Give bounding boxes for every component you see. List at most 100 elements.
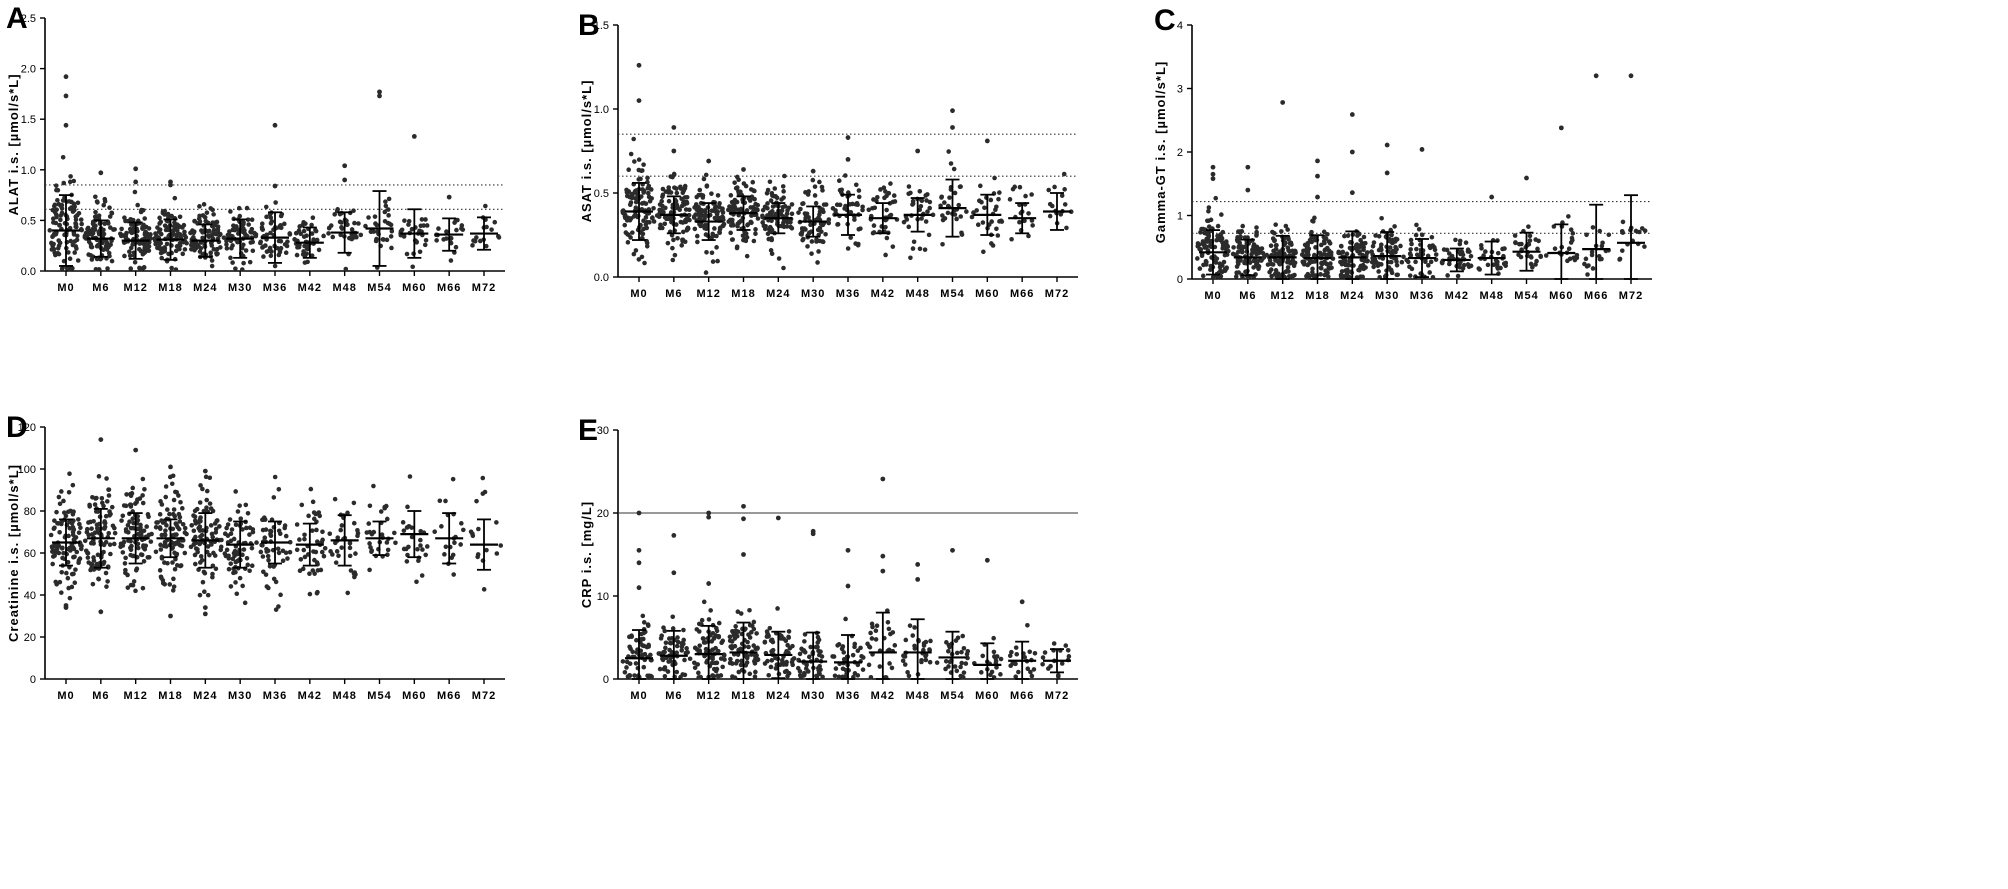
data-point (810, 177, 816, 183)
data-point (900, 658, 906, 663)
data-point (468, 529, 474, 535)
data-point (1533, 237, 1539, 242)
data-point (78, 217, 84, 222)
data-point (159, 518, 164, 523)
data-point (817, 664, 822, 669)
outlier-point (168, 182, 173, 188)
data-point (476, 526, 481, 532)
data-point (805, 244, 810, 249)
data-point (841, 650, 847, 655)
data-point (265, 553, 271, 559)
data-point (159, 231, 164, 237)
data-point (942, 200, 947, 205)
data-point (204, 497, 210, 503)
data-point (1040, 661, 1045, 667)
data-point (1392, 224, 1397, 229)
data-point (52, 548, 57, 554)
data-point (1570, 237, 1575, 243)
data-point (1370, 243, 1376, 249)
data-point (453, 218, 459, 223)
data-point (766, 672, 771, 678)
data-point (92, 214, 98, 220)
data-point (770, 639, 776, 645)
data-point (381, 237, 386, 242)
data-point (66, 509, 71, 515)
data-point (313, 227, 318, 233)
data-point (1590, 225, 1596, 230)
data-point (632, 159, 637, 164)
data-point (129, 230, 135, 236)
data-point (704, 249, 709, 255)
outlier-point (63, 122, 69, 128)
data-point (797, 651, 803, 657)
data-point (450, 552, 456, 558)
data-point (66, 250, 71, 255)
data-point (261, 254, 266, 259)
data-point (204, 505, 209, 510)
data-point (850, 652, 856, 658)
data-point (1495, 259, 1500, 265)
outlier-point (1245, 187, 1251, 193)
data-point (313, 549, 319, 555)
data-point (1387, 245, 1393, 250)
data-point (119, 518, 124, 523)
panel-letter: B (578, 9, 600, 42)
data-point (1344, 251, 1350, 257)
data-point (925, 209, 930, 214)
data-point (1423, 259, 1428, 264)
data-point (1236, 249, 1241, 255)
data-point (385, 547, 391, 553)
data-point (1042, 650, 1048, 655)
data-point (283, 550, 289, 556)
x-tick-label: M54 (940, 288, 964, 300)
data-point (906, 184, 912, 189)
data-point (666, 198, 672, 204)
data-point (808, 644, 813, 650)
data-point (261, 244, 266, 249)
data-point (201, 202, 207, 207)
data-point (819, 184, 825, 190)
data-point (917, 207, 923, 213)
data-point (136, 247, 142, 252)
data-point (662, 628, 668, 634)
data-point (404, 559, 410, 564)
data-point (1373, 259, 1379, 265)
data-point (1538, 254, 1544, 260)
data-point (629, 195, 635, 201)
data-point (86, 520, 91, 525)
data-point (277, 249, 283, 255)
data-point (717, 226, 723, 232)
data-point (1325, 274, 1331, 279)
data-point (72, 580, 78, 585)
data-point (250, 248, 256, 254)
data-point (73, 214, 79, 219)
data-point (190, 228, 195, 233)
data-point (1413, 232, 1419, 238)
data-point (1328, 252, 1334, 258)
data-point (314, 527, 319, 533)
data-point (638, 631, 644, 637)
x-tick-label: M54 (367, 282, 391, 294)
data-point (233, 266, 238, 271)
data-point (141, 265, 147, 270)
data-point (74, 237, 80, 243)
data-point (1338, 272, 1344, 278)
data-point (940, 213, 945, 218)
data-point (200, 213, 206, 218)
data-point (358, 232, 364, 238)
data-point (956, 202, 962, 208)
data-point (743, 183, 749, 189)
data-point (71, 178, 77, 184)
data-point (1339, 269, 1345, 274)
data-point (877, 664, 883, 669)
data-point (123, 503, 129, 509)
data-point (641, 620, 647, 625)
data-point (716, 633, 722, 639)
data-point (632, 673, 637, 678)
data-point (730, 629, 736, 635)
data-point (785, 642, 790, 648)
data-point (368, 229, 374, 235)
data-point (751, 643, 757, 648)
data-point (628, 646, 633, 652)
data-point (321, 553, 327, 559)
